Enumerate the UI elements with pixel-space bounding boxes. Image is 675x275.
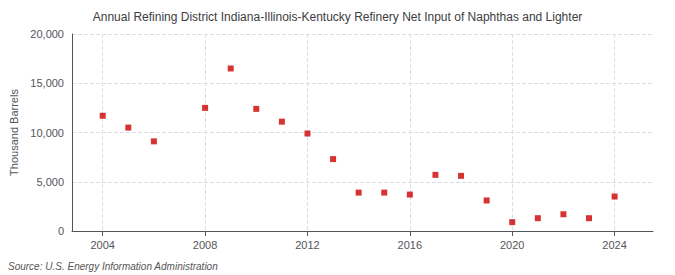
svg-text:Source: U.S. Energy Informatio: Source: U.S. Energy Information Administ…	[8, 261, 218, 272]
svg-text:0: 0	[58, 225, 64, 237]
svg-text:Thousand Barrels: Thousand Barrels	[8, 89, 20, 176]
svg-text:2020: 2020	[500, 239, 524, 251]
svg-text:Annual Refining District India: Annual Refining District Indiana-Illinoi…	[93, 10, 583, 24]
svg-text:2004: 2004	[90, 239, 114, 251]
svg-text:15,000: 15,000	[30, 77, 64, 89]
svg-text:20,000: 20,000	[30, 28, 64, 40]
svg-text:5,000: 5,000	[36, 176, 64, 188]
svg-text:2008: 2008	[193, 239, 217, 251]
svg-text:2016: 2016	[398, 239, 422, 251]
svg-text:2024: 2024	[602, 239, 626, 251]
svg-text:2012: 2012	[295, 239, 319, 251]
svg-text:10,000: 10,000	[30, 127, 64, 139]
